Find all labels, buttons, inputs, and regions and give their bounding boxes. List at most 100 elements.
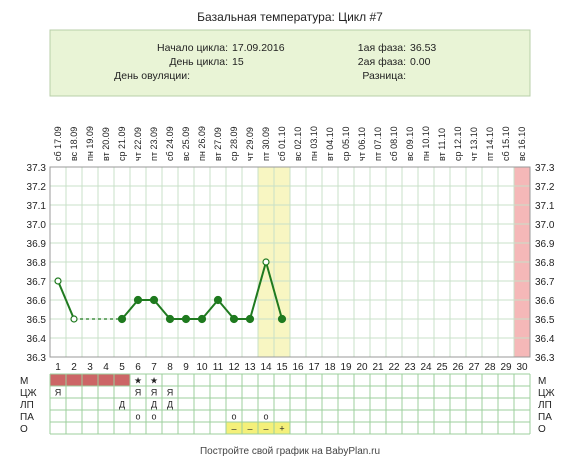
row-mark: Я [135, 388, 142, 398]
temperature-line-segment [265, 261, 283, 320]
day-number-label: 1 [55, 362, 61, 373]
row-mark: – [263, 424, 268, 434]
row-mark: Я [151, 388, 158, 398]
cycle-day-value: 15 [232, 56, 244, 68]
y-tick-label-right: 36.5 [535, 315, 555, 326]
cycle-day-label: День цикла: [169, 56, 228, 68]
phase2-value: 0.00 [410, 56, 431, 68]
date-label: вт 11.10 [437, 128, 447, 161]
row-label-right: ЛП [538, 400, 552, 411]
test-cell [258, 422, 274, 434]
temperature-point [277, 314, 287, 324]
date-label: вт 20.09 [101, 127, 111, 161]
date-label: чт 22.09 [133, 127, 143, 161]
date-label: ср 12.10 [453, 126, 463, 161]
y-tick-label-right: 36.9 [535, 239, 555, 250]
info-panel [49, 29, 531, 97]
day-number-label: 16 [292, 362, 304, 373]
date-label: сб 15.10 [501, 126, 511, 161]
date-label: чт 29.09 [245, 127, 255, 161]
temperature-point [149, 295, 159, 305]
day-number-label: 6 [135, 362, 141, 373]
y-tick-label-left: 36.6 [27, 296, 47, 307]
day-number-label: 3 [87, 362, 93, 373]
day-number-label: 29 [500, 362, 512, 373]
row-label-right: М [538, 376, 546, 387]
cycle-start-label: Начало цикла: [157, 42, 228, 54]
row-mark: Я [167, 388, 174, 398]
date-label: пт 23.09 [149, 127, 159, 161]
y-tick-label-left: 37.3 [27, 163, 47, 174]
date-label: вс 02.10 [293, 127, 303, 161]
day-number-label: 18 [324, 362, 336, 373]
day-number-label: 4 [103, 362, 109, 373]
date-label: пн 19.09 [85, 126, 95, 161]
y-tick-label-right: 36.6 [535, 296, 555, 307]
temperature-line-segment [121, 299, 139, 320]
date-label: вт 04.10 [325, 127, 335, 161]
temperature-point [54, 277, 62, 285]
difference-label: Разница: [362, 70, 406, 82]
footer-link[interactable]: Постройте свой график на BabyPlan.ru [200, 445, 380, 457]
day-number-label: 17 [308, 362, 320, 373]
day-number-label: 22 [388, 362, 400, 373]
day-number-label: 20 [356, 362, 368, 373]
row-mark: Д [167, 400, 173, 410]
y-tick-label-left: 37.2 [27, 182, 47, 193]
date-label: пт 07.10 [373, 127, 383, 161]
phase1-value: 36.53 [410, 42, 436, 54]
date-label: пн 03.10 [309, 126, 319, 161]
date-label: сб 24.09 [165, 126, 175, 161]
row-label-left: ЦЖ [20, 388, 37, 399]
period-cell [66, 374, 82, 386]
day-number-label: 26 [452, 362, 464, 373]
row-mark: + [279, 424, 284, 434]
day-number-label: 9 [183, 362, 189, 373]
day-number-label: 10 [196, 362, 208, 373]
period-cell [98, 374, 114, 386]
row-label-right: О [538, 424, 546, 435]
date-label: сб 01.10 [277, 126, 287, 161]
y-tick-label-left: 36.8 [27, 258, 47, 269]
period-cell [82, 374, 98, 386]
chart-title: Базальная температура: Цикл #7 [197, 10, 383, 24]
day-number-label: 24 [420, 362, 432, 373]
date-label: ср 28.09 [229, 126, 239, 161]
row-mark: о [231, 412, 236, 422]
day-number-label: 12 [228, 362, 240, 373]
y-tick-label-right: 37.1 [535, 201, 555, 212]
date-label: ср 21.09 [117, 126, 127, 161]
row-label-right: ПА [538, 412, 552, 423]
date-label: вт 27.09 [213, 127, 223, 161]
temperature-point [117, 314, 127, 324]
row-mark: о [263, 412, 268, 422]
row-label-left: ЛП [20, 400, 34, 411]
temperature-point [197, 314, 207, 324]
period-cell [50, 374, 66, 386]
row-mark: Я [55, 388, 62, 398]
date-label: вс 09.10 [405, 127, 415, 161]
temperature-point [133, 295, 143, 305]
temperature-line-segment [217, 299, 235, 320]
day-number-label: 23 [404, 362, 416, 373]
temperature-line-segment [57, 280, 75, 320]
date-label: чт 06.10 [357, 127, 367, 161]
date-label: вс 25.09 [181, 127, 191, 161]
date-label: чт 13.10 [469, 127, 479, 161]
date-label: вс 16.10 [517, 127, 527, 161]
temperature-point [229, 314, 239, 324]
row-mark: о [135, 412, 140, 422]
temperature-point [165, 314, 175, 324]
date-label: пн 10.10 [421, 126, 431, 161]
y-tick-label-right: 36.7 [535, 277, 555, 288]
y-tick-label-right: 37.2 [535, 182, 555, 193]
row-mark: – [231, 424, 236, 434]
y-tick-label-right: 37.0 [535, 220, 555, 231]
temperature-point [181, 314, 191, 324]
y-tick-label-left: 37.0 [27, 220, 47, 231]
date-label: сб 08.10 [389, 126, 399, 161]
day-number-label: 30 [516, 362, 528, 373]
row-label-left: М [20, 376, 28, 387]
ovulation-day-label: День овуляции: [114, 70, 190, 82]
temperature-line-segment [201, 299, 219, 320]
